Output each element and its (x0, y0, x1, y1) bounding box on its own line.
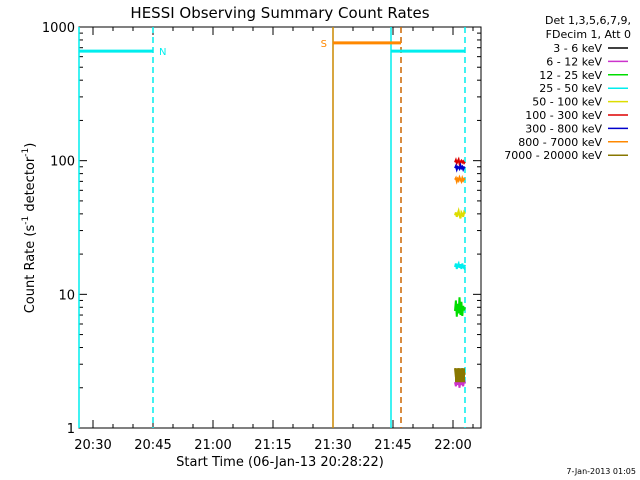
series-line (454, 297, 466, 317)
legend-entry-label: 12 - 25 keV (539, 69, 602, 82)
y-axis-label-sup2: -1 (21, 148, 31, 157)
legend-entry-label: 800 - 7000 keV (518, 136, 602, 149)
legend-entry-label: 25 - 50 keV (539, 82, 602, 95)
legend-entry-label: 100 - 300 keV (525, 109, 602, 122)
x-tick-label: 21:00 (194, 438, 231, 453)
legend-header-line-2: FDecim 1, Att 0 (546, 28, 631, 41)
y-tick-label: 10 (58, 288, 75, 303)
series-line (454, 207, 466, 219)
x-tick-label: 21:30 (314, 438, 351, 453)
x-axis-label: Start Time (06-Jan-13 20:28:22) (176, 455, 384, 470)
y-tick-label: 1 (67, 422, 75, 437)
x-tick-label: 21:45 (374, 438, 411, 453)
timestamp-footer: 7-Jan-2013 01:05 (566, 467, 636, 476)
x-tick-label: 20:45 (134, 438, 171, 453)
legend-entry-label: 300 - 800 keV (525, 122, 602, 135)
y-axis-label-sup1: -1 (21, 216, 31, 225)
series-line (454, 156, 466, 167)
plot-frame (78, 26, 482, 429)
x-tick-label: 21:15 (254, 438, 291, 453)
legend-entry-label: 7000 - 20000 keV (504, 149, 602, 162)
flag-label: N (159, 47, 166, 58)
series-line (454, 260, 466, 271)
legend-entry-label: 3 - 6 keV (553, 42, 602, 55)
y-axis-label: Count Rate (s-1 detector-1) (21, 143, 38, 314)
legend-entry-label: 6 - 12 keV (546, 55, 602, 68)
series-fill-block (455, 368, 465, 383)
y-axis-label-main: Count Rate (s (23, 225, 38, 314)
y-axis-label-end: ) (23, 143, 38, 148)
series-line (454, 174, 466, 185)
y-tick-label: 1000 (42, 21, 75, 36)
legend: Det 1,3,5,6,7,9, FDecim 1, Att 0 3 - 6 k… (504, 14, 631, 162)
y-axis-label-mid: detector (23, 156, 38, 216)
chart-title: HESSI Observing Summary Count Rates (130, 4, 429, 22)
x-tick-label: 22:00 (434, 438, 471, 453)
legend-header-line-1: Det 1,3,5,6,7,9, (545, 14, 631, 27)
x-tick-label: 20:30 (74, 438, 111, 453)
series-line (454, 162, 466, 173)
flag-label: S (321, 39, 327, 50)
y-tick-label: 100 (50, 155, 75, 170)
plot-area: NS (78, 26, 482, 429)
legend-entry-label: 50 - 100 keV (532, 96, 602, 109)
